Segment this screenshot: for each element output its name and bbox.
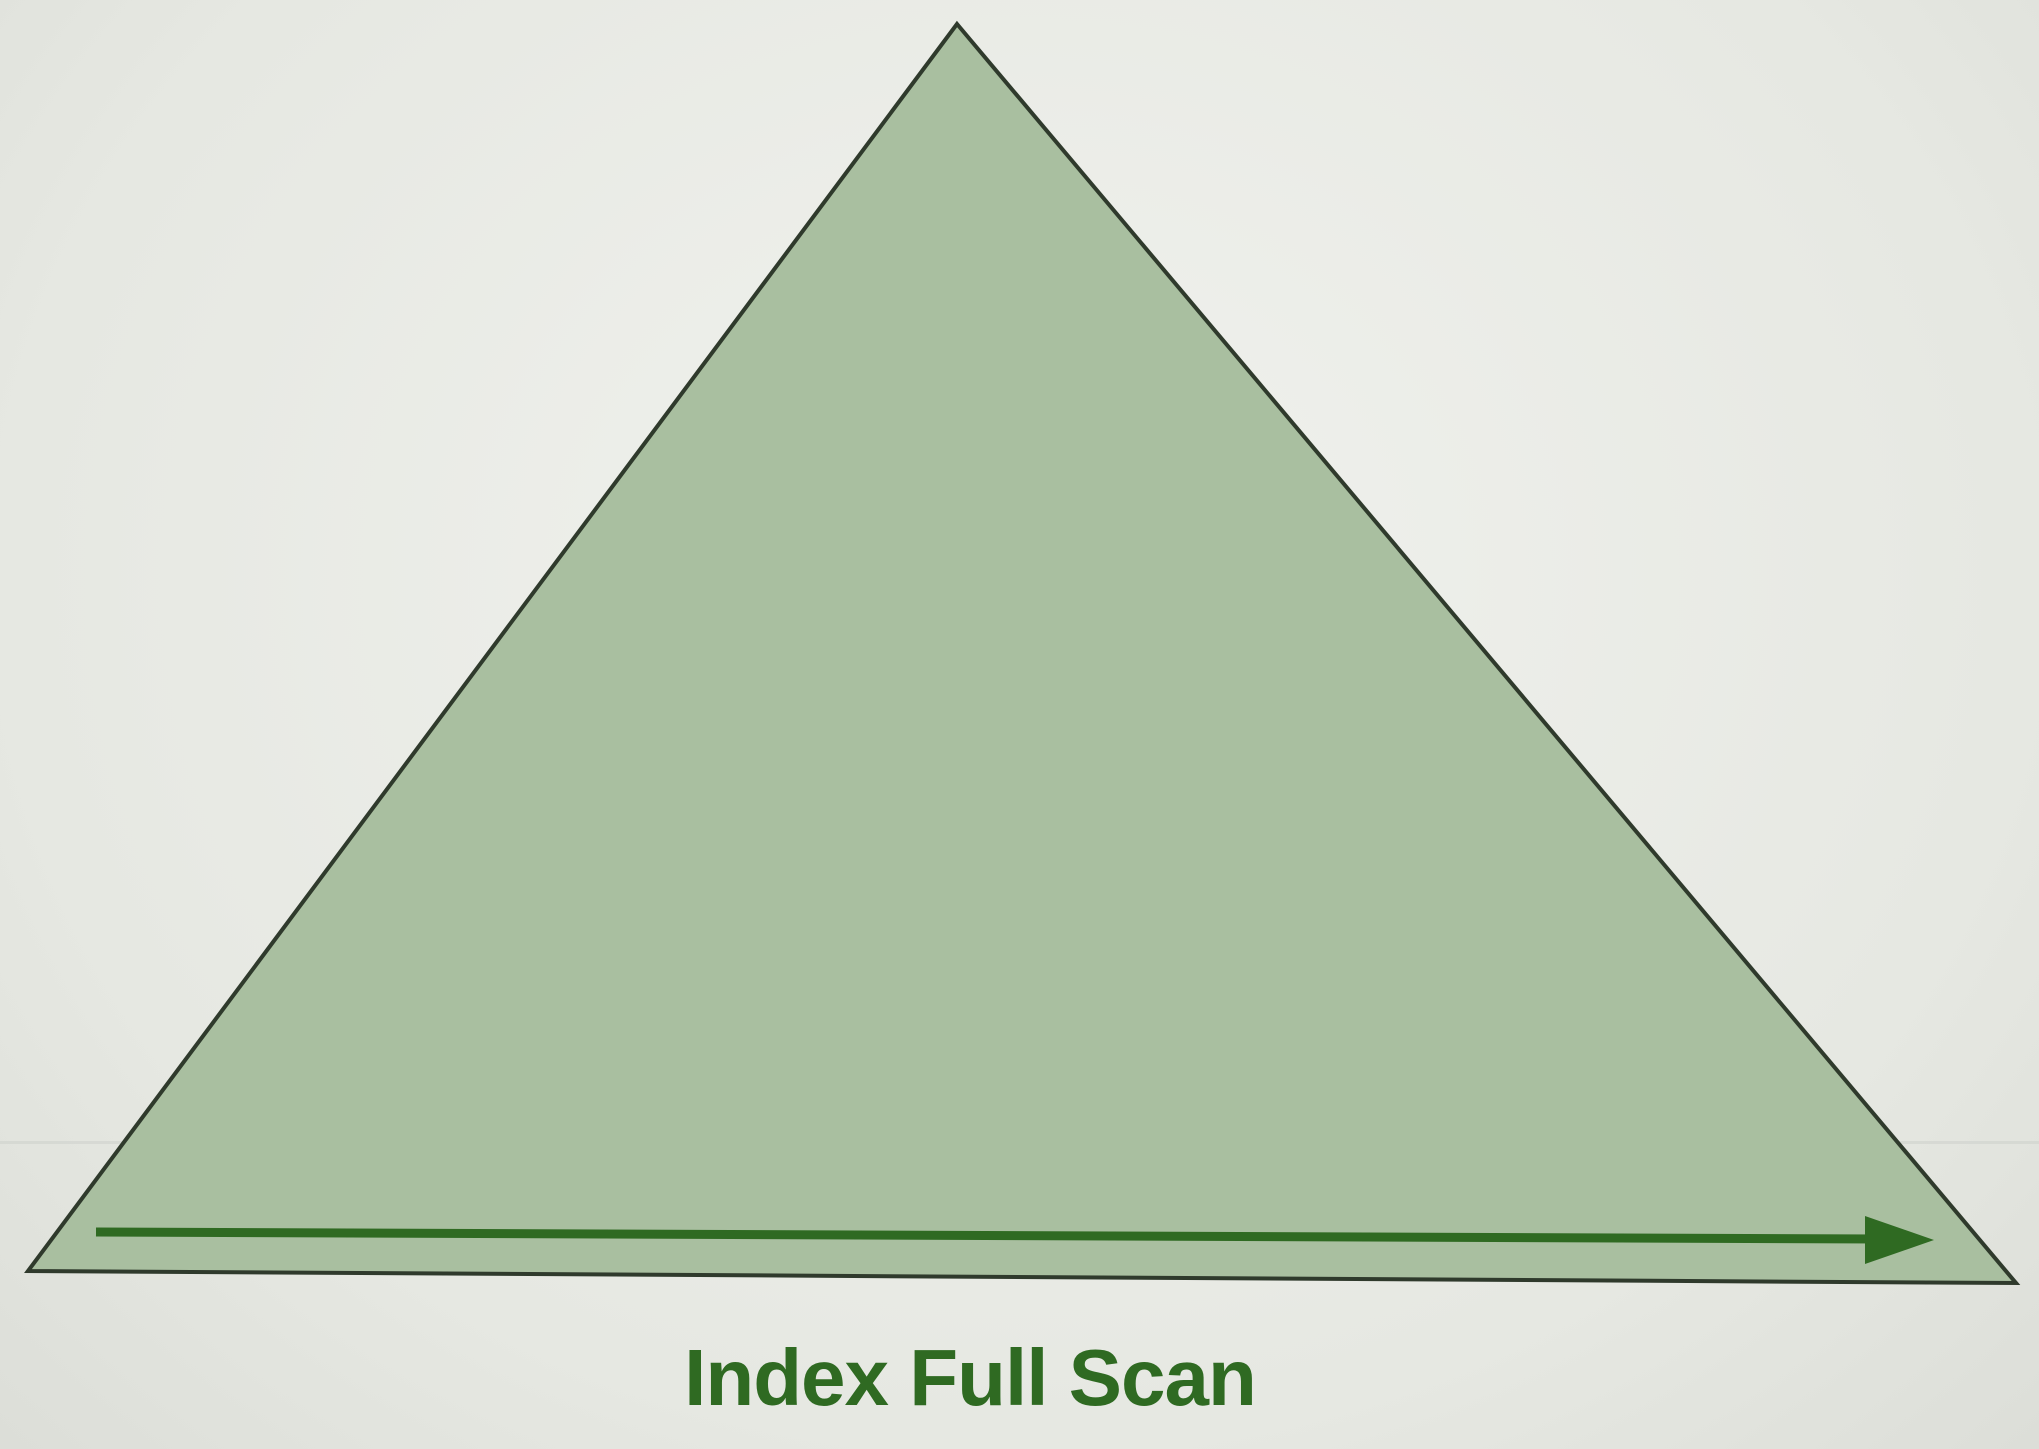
index-triangle (24, 20, 2021, 1286)
arrow-head-icon (1865, 1216, 1934, 1264)
diagram-caption: Index Full Scan (684, 1333, 1257, 1422)
scan-arrow (95, 1216, 1934, 1264)
